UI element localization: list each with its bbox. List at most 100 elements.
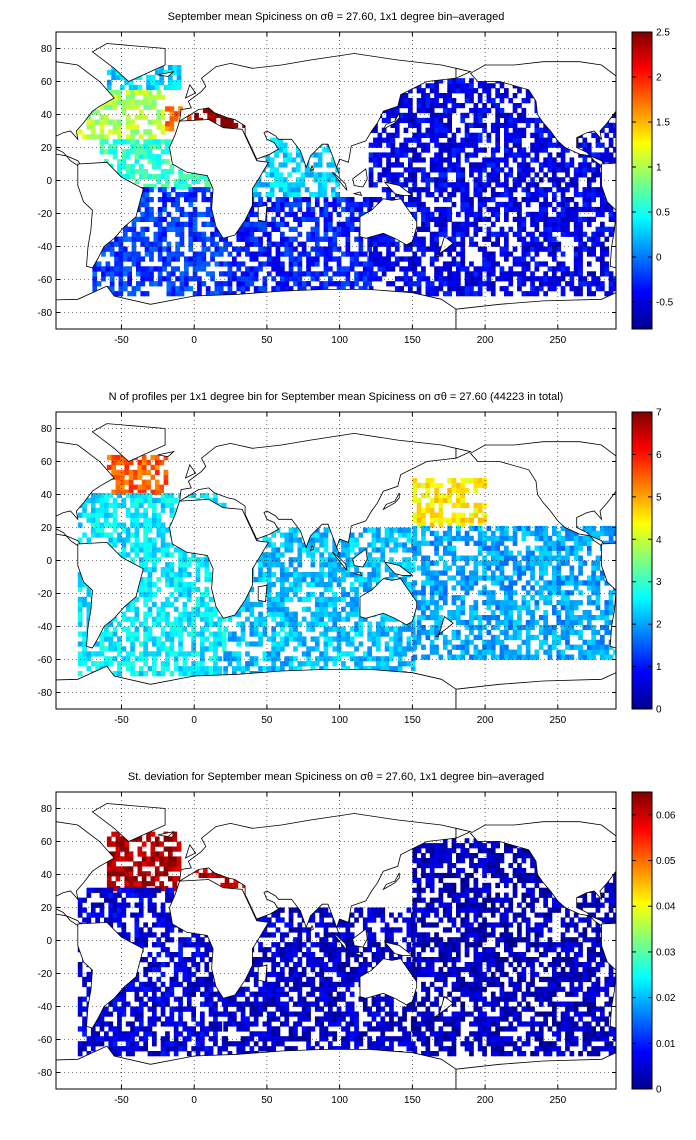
- heatmap-cell: [582, 157, 588, 163]
- heatmap-cell: [150, 79, 156, 86]
- continent-outline: [309, 164, 315, 172]
- heatmap-cell: [362, 251, 368, 257]
- heatmap-cell: [143, 557, 148, 563]
- heatmap-cell: [530, 221, 535, 227]
- heatmap-cell: [389, 537, 394, 543]
- heatmap-cell: [147, 99, 153, 105]
- heatmap-cell: [517, 271, 522, 277]
- heatmap-cell: [173, 661, 179, 667]
- heatmap-cell: [538, 167, 544, 173]
- heatmap-cell: [317, 162, 323, 168]
- heatmap-cell: [389, 636, 394, 642]
- heatmap-cell: [354, 552, 359, 558]
- heatmap-cell: [482, 103, 487, 109]
- heatmap-cell: [143, 104, 148, 110]
- heatmap-cell: [358, 661, 364, 667]
- heatmap-cell: [136, 266, 141, 272]
- heatmap-cell: [256, 192, 262, 198]
- heatmap-cell: [195, 557, 201, 563]
- heatmap-cell: [213, 656, 218, 662]
- heatmap-cell: [499, 246, 505, 252]
- heatmap-cell: [310, 236, 316, 242]
- heatmap-cell: [486, 98, 492, 104]
- heatmap-cell: [121, 159, 127, 165]
- heatmap-cell: [280, 241, 285, 247]
- heatmap-cell: [578, 206, 583, 213]
- heatmap-cell: [236, 661, 242, 667]
- heatmap-cell: [595, 187, 601, 193]
- heatmap-cell: [266, 246, 272, 252]
- heatmap-cell: [223, 271, 228, 277]
- heatmap-cell: [447, 98, 452, 104]
- heatmap-cell: [152, 651, 157, 657]
- heatmap-cell: [534, 211, 540, 218]
- heatmap-cell: [221, 502, 227, 508]
- heatmap-cell: [600, 261, 605, 267]
- heatmap-cell: [482, 236, 487, 242]
- heatmap-cell: [156, 651, 162, 657]
- heatmap-cell: [408, 241, 413, 247]
- heatmap-cell: [595, 137, 601, 143]
- heatmap-cell: [284, 661, 290, 667]
- heatmap-cell: [464, 517, 470, 523]
- heatmap-cell: [377, 162, 383, 168]
- heatmap-cell: [591, 246, 596, 252]
- heatmap-cell: [552, 241, 557, 247]
- heatmap-cell: [137, 459, 143, 466]
- heatmap-cell: [354, 256, 359, 262]
- heatmap-cell: [280, 251, 285, 257]
- heatmap-cell: [188, 236, 194, 242]
- heatmap-cell: [434, 83, 439, 89]
- heatmap-cell: [490, 122, 496, 128]
- heatmap-cell: [373, 182, 378, 188]
- heatmap-cell: [517, 132, 522, 138]
- heatmap-cell: [447, 157, 452, 163]
- heatmap-cell: [197, 256, 202, 262]
- heatmap-cell: [96, 261, 102, 267]
- heatmap-cell: [173, 178, 179, 184]
- heatmap-cell: [394, 162, 400, 168]
- heatmap-cell: [586, 271, 592, 277]
- heatmap-cell: [213, 666, 218, 672]
- heatmap-cell: [104, 532, 109, 538]
- heatmap-cell: [288, 271, 294, 277]
- heatmap-cell: [249, 631, 255, 637]
- heatmap-cell: [517, 231, 522, 237]
- heatmap-cell: [221, 641, 227, 647]
- heatmap-cell: [469, 261, 474, 267]
- heatmap-cell: [314, 596, 320, 603]
- heatmap-cell: [521, 127, 527, 133]
- heatmap-cell: [504, 251, 509, 257]
- heatmap-cell: [323, 271, 329, 277]
- heatmap-cell: [249, 231, 255, 237]
- heatmap-cell: [386, 246, 391, 252]
- heatmap-cell: [323, 286, 329, 292]
- heatmap-cell: [169, 671, 175, 677]
- heatmap-cell: [112, 626, 118, 632]
- heatmap-cell: [265, 182, 271, 188]
- heatmap-cell: [354, 261, 359, 267]
- heatmap-cell: [447, 182, 452, 188]
- heatmap-cell: [591, 291, 596, 297]
- heatmap-cell: [117, 169, 122, 175]
- heatmap-cell: [376, 567, 381, 573]
- heatmap-cell: [306, 216, 311, 222]
- heatmap-cell: [214, 241, 220, 247]
- heatmap-cell: [373, 271, 378, 277]
- heatmap-cell: [578, 152, 583, 158]
- heatmap-cell: [486, 216, 492, 222]
- heatmap-cell: [143, 169, 148, 175]
- heatmap-cell: [121, 661, 127, 667]
- heatmap-cell: [565, 231, 570, 237]
- heatmap-cell: [464, 502, 470, 508]
- heatmap-cell: [380, 661, 386, 667]
- heatmap-cell: [128, 469, 134, 475]
- heatmap-cell: [297, 231, 303, 237]
- heatmap-cell: [425, 482, 431, 489]
- heatmap-cell: [499, 112, 505, 119]
- colorbar-tick-label: 1.5: [656, 118, 670, 129]
- heatmap-cell: [173, 183, 179, 190]
- heatmap-cell: [297, 286, 303, 292]
- heatmap-cell: [341, 542, 346, 548]
- heatmap-cell: [460, 221, 466, 227]
